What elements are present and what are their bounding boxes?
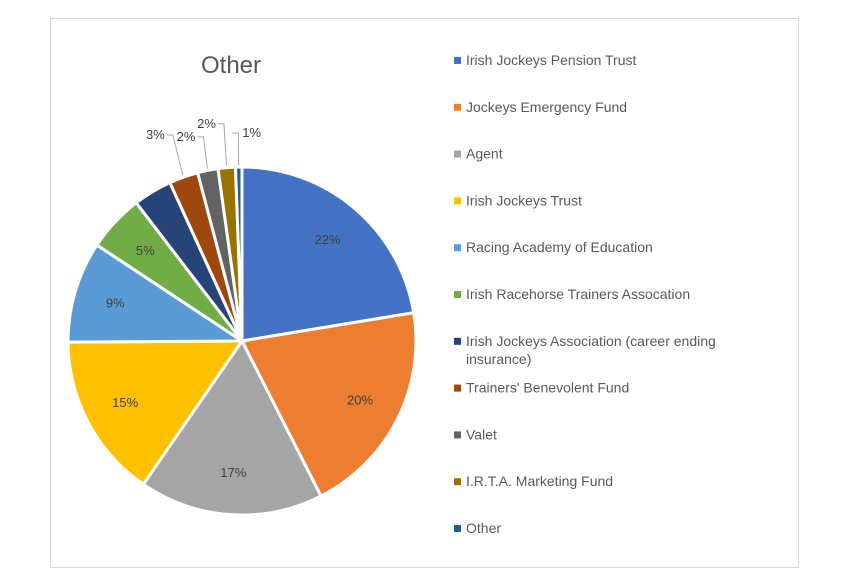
- pie-slice-jockeys-emergency-fund: [239, 310, 418, 499]
- chart-frame: Other 22% 20% 17% 15% 9% 5% 3% 2% 2% 1% Irish Joc…: [50, 18, 799, 568]
- slice-label-jockeys-emergency-fund: 20%: [347, 393, 373, 408]
- legend-swatch-trainers-benevolent-fund: [454, 384, 461, 392]
- slice-label-other: 1%: [242, 125, 261, 140]
- slice-label-i-r-t-a-marketing-fund: 2%: [197, 116, 216, 131]
- slice-labels: 22% 20% 17% 15% 9% 5% 3% 2%2% 1%: [106, 116, 374, 480]
- leader-line-other: [232, 132, 240, 166]
- leader-line-trainers-benevolent-fund: [166, 134, 184, 176]
- legend-swatch-irish-jockeys-pension-trust: [454, 57, 461, 64]
- legend-label-trainers-benevolent-fund: Trainers' Benevolent Fund: [466, 380, 629, 396]
- slice-label-irish-racehorse-trainers-assocation: 5%: [136, 243, 155, 258]
- slice-label-irish-jockeys-trust: 15%: [112, 395, 138, 410]
- chart-title: Other: [201, 52, 261, 79]
- legend-label-other: Other: [466, 520, 501, 536]
- slice-label-valet: 2%: [177, 129, 196, 144]
- legend-label-irish-jockeys-association-career-ending-insurance: Irish Jockeys Association (career ending…: [466, 333, 716, 367]
- legend-swatch-racing-academy-of-education: [454, 244, 461, 252]
- legend-swatch-irish-racehorse-trainers-assocation: [454, 291, 461, 298]
- slice-label-racing-academy-of-education: 9%: [106, 295, 125, 310]
- legend-swatch-irish-jockeys-trust: [454, 197, 461, 205]
- legend-swatch-irish-jockeys-association-career-ending-insurance: [454, 337, 461, 345]
- slice-label-irish-jockeys-pension-trust: 22%: [315, 232, 341, 247]
- legend-label-agent: Agent: [466, 146, 503, 162]
- leader-line-i-r-t-a-marketing-fund: [217, 123, 228, 166]
- legend-swatch-valet: [454, 431, 461, 439]
- legend: Irish Jockeys Pension Trust Jockeys Emerg…: [454, 52, 716, 536]
- slice-label-agent: 17%: [220, 465, 246, 480]
- legend-swatch-other: [454, 525, 461, 532]
- legend-swatch-agent: [454, 150, 461, 158]
- legend-label-racing-academy-of-education: Racing Academy of Education: [466, 239, 653, 255]
- pie-slice-other: [233, 165, 244, 342]
- legend-label-irish-racehorse-trainers-assocation: Irish Racehorse Trainers Assocation: [466, 286, 690, 302]
- pie-chart: Other 22% 20% 17% 15% 9% 5% 3% 2%2% 1% Irish Joc…: [66, 52, 716, 536]
- leader-line-valet: [197, 136, 208, 169]
- legend-label-irish-jockeys-trust: Irish Jockeys Trust: [466, 192, 582, 208]
- legend-label-i-r-t-a-marketing-fund: I.R.T.A. Marketing Fund: [466, 473, 613, 489]
- pie-slice-racing-academy-of-education: [66, 242, 247, 344]
- pie-slices: [66, 165, 418, 517]
- legend-swatch-jockeys-emergency-fund: [454, 103, 461, 111]
- legend-label-irish-jockeys-pension-trust: Irish Jockeys Pension Trust: [466, 52, 637, 68]
- pie-slice-irish-jockeys-pension-trust: [240, 165, 416, 343]
- legend-swatch-i-r-t-a-marketing-fund: [454, 478, 461, 486]
- pie-slice-agent: [141, 338, 324, 517]
- pie-slice-irish-jockeys-trust: [66, 339, 245, 487]
- legend-label-valet: Valet: [466, 426, 497, 442]
- slice-label-trainers-benevolent-fund: 3%: [146, 127, 165, 142]
- legend-label-jockeys-emergency-fund: Jockeys Emergency Fund: [466, 99, 627, 115]
